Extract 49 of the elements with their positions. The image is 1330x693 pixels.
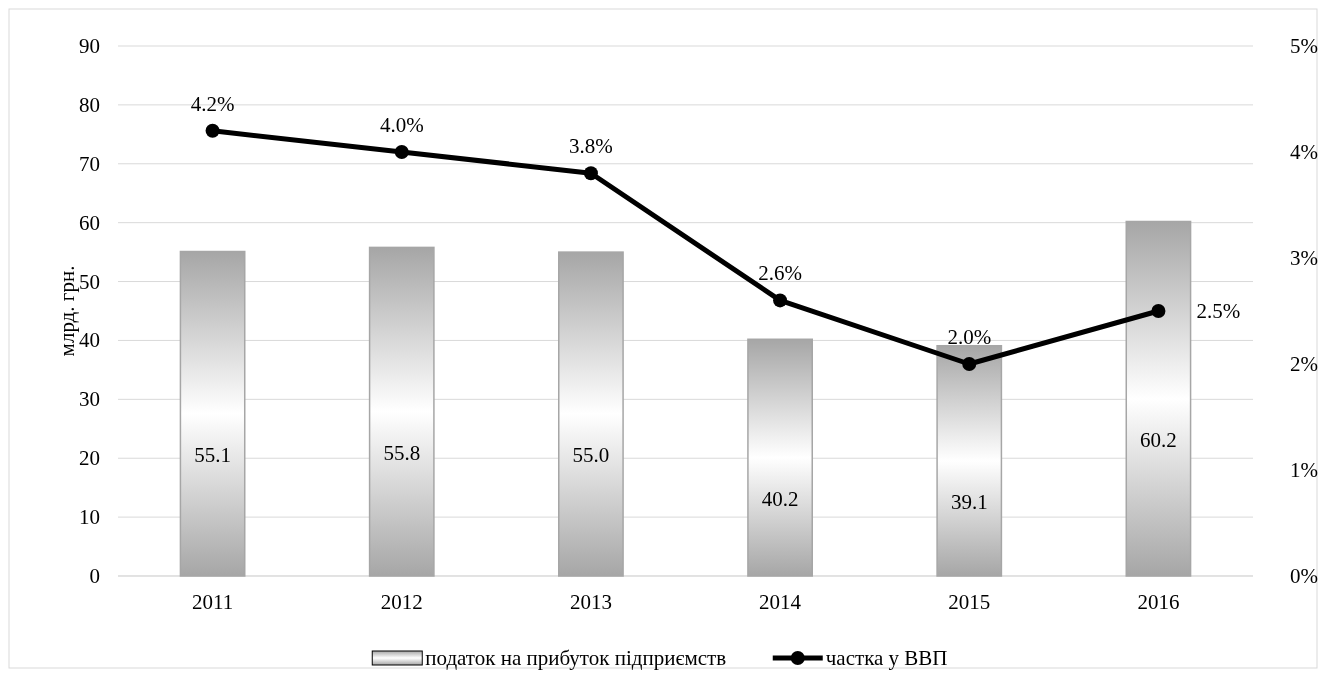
data-label: 40.2 (761, 486, 799, 511)
y2-tick-label: 0% (1290, 564, 1318, 588)
point (962, 357, 977, 371)
y-tick-label: 10 (79, 505, 100, 530)
bar (179, 250, 246, 577)
legend-label: податок на прибуток підприємств (425, 646, 727, 670)
data-label: 55.8 (383, 440, 421, 465)
y-tick-label: 20 (79, 446, 100, 471)
point (394, 145, 409, 159)
data-label: 55.1 (194, 442, 231, 467)
x-tick-label: 2012 (380, 590, 423, 614)
y-tick-label: 70 (79, 151, 100, 176)
bar (368, 246, 435, 577)
x-tick-label: 2011 (191, 590, 234, 614)
data-label: 3.8% (569, 134, 613, 159)
data-label: 2.0% (947, 325, 992, 349)
y2-tick-label: 2% (1290, 352, 1318, 376)
data-label: 4.0% (379, 113, 424, 137)
data-label: 2.5% (1196, 299, 1241, 323)
y-axis-title: млрд. грн. (55, 265, 79, 357)
y-tick-label: 0 (89, 564, 100, 588)
data-label: 60.2 (1140, 427, 1177, 452)
data-label: 55.0 (572, 443, 610, 468)
point (205, 123, 220, 138)
point (1151, 304, 1166, 318)
x-tick-label: 2016 (1137, 590, 1180, 614)
y-tick-label: 90 (79, 34, 100, 58)
y2-tick-label: 3% (1290, 246, 1318, 270)
legend-label: частка у ВВП (825, 646, 948, 670)
y2-tick-label: 1% (1290, 458, 1318, 482)
y-tick-label: 50 (79, 269, 100, 294)
y-tick-label: 40 (79, 328, 100, 353)
bar (747, 338, 813, 577)
y2-tick-label: 4% (1290, 140, 1318, 164)
x-tick-label: 2015 (948, 590, 991, 614)
bar (1125, 220, 1192, 577)
data-label: 4.2% (190, 91, 235, 116)
y-tick-label: 80 (79, 92, 100, 117)
y2-tick-label: 5% (1290, 34, 1318, 58)
data-label: 2.6% (758, 261, 802, 286)
y-tick-label: 60 (79, 210, 100, 235)
bar (936, 344, 1003, 577)
data-label: 39.1 (950, 489, 988, 514)
point (583, 166, 598, 181)
x-tick-label: 2013 (569, 590, 612, 614)
bar (558, 251, 624, 577)
x-tick-label: 2014 (759, 590, 802, 614)
y-tick-label: 30 (79, 387, 100, 412)
point (773, 293, 788, 308)
